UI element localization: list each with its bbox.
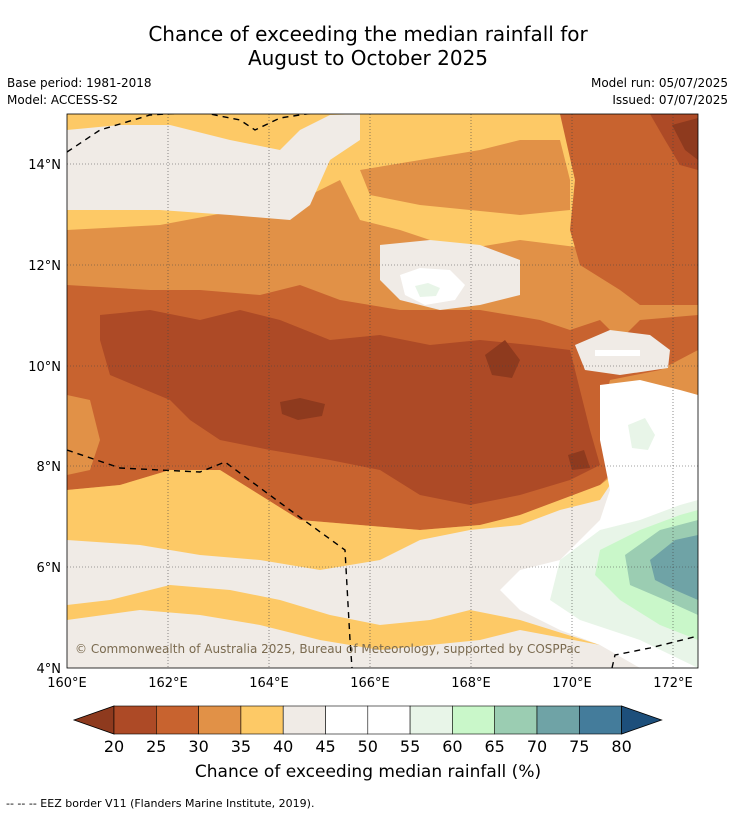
colorbar-tick-label: 70 <box>526 737 548 756</box>
colorbar-tick-label: 25 <box>146 737 167 756</box>
colorbar-segment <box>240 705 284 735</box>
colorbar-segment <box>113 705 157 735</box>
colorbar-segment <box>198 705 242 735</box>
colorbar-segment <box>156 705 199 735</box>
lat-label: 12°N <box>28 259 61 274</box>
colorbar-tick-label: 75 <box>569 737 590 756</box>
lon-label: 170°E <box>552 676 592 691</box>
colorbar-tick-label: 35 <box>230 737 252 756</box>
colorbar <box>72 705 663 735</box>
band-35-north <box>360 140 570 215</box>
colorbar-tick-label: 40 <box>273 737 294 756</box>
lon-label: 168°E <box>451 676 491 691</box>
lon-label: 164°E <box>249 676 289 691</box>
lon-label: 160°E <box>47 676 87 691</box>
lat-label: 14°N <box>28 158 61 173</box>
eez-border-south <box>67 449 353 668</box>
band-50-east-patch <box>595 350 640 356</box>
chart-title-line1: Chance of exceeding the median rainfall … <box>148 22 588 46</box>
band-20-patch-c <box>568 450 590 470</box>
eez-border-north <box>67 114 312 153</box>
model-label: Model: ACCESS-S2 <box>7 93 119 107</box>
colorbar-segment <box>282 705 326 735</box>
colorbar-segment <box>494 705 538 735</box>
band-20-patch-a <box>280 398 325 420</box>
copyright-notice: © Commonwealth of Australia 2025, Bureau… <box>75 642 580 656</box>
map-frame <box>66 113 699 669</box>
band-35-west <box>67 395 100 475</box>
band-45-north <box>67 114 360 220</box>
base-period-label: Base period: 1981-2018 <box>7 76 152 90</box>
longitude-labels: 160°E 162°E 164°E 166°E 168°E 170°E 172°… <box>47 676 693 691</box>
lat-label: 6°N <box>37 561 62 576</box>
lon-label: 162°E <box>148 676 188 691</box>
colorbar-tick-label: 55 <box>399 737 421 756</box>
colorbar-arrow-low <box>72 705 115 735</box>
band-75-east <box>650 535 698 600</box>
colorbar-tick-label: 50 <box>357 737 378 756</box>
issued-label: Issued: 07/07/2025 <box>612 93 728 107</box>
lat-label: 10°N <box>28 360 61 375</box>
colorbar-title: Chance of exceeding median rainfall (%) <box>194 762 542 782</box>
band-60-east-patch <box>628 418 655 450</box>
map-field <box>67 114 698 668</box>
colorbar-tick-label: 60 <box>442 737 463 756</box>
lat-label: 4°N <box>37 662 62 677</box>
colorbar-tick-label: 20 <box>103 737 125 756</box>
band-20-northeast <box>672 118 698 160</box>
colorbar-arrow-high <box>621 705 663 735</box>
latitude-labels: 14°N 12°N 10°N 8°N 6°N 4°N <box>28 158 61 677</box>
band-25-main <box>100 310 600 505</box>
colorbar-tick-label: 65 <box>484 737 505 756</box>
lon-label: 172°E <box>653 676 693 691</box>
band-20-patch-b <box>485 340 520 378</box>
colorbar-segment <box>367 705 411 735</box>
eez-footnote: -- -- -- EEZ border V11 (Flanders Marine… <box>6 797 315 810</box>
colorbar-segment <box>409 705 453 735</box>
band-45-south-b <box>67 610 698 668</box>
colorbar-segment <box>325 705 369 735</box>
colorbar-tick-label: 45 <box>315 737 336 756</box>
lon-label: 166°E <box>350 676 390 691</box>
model-run-label: Model run: 05/07/2025 <box>590 76 728 90</box>
colorbar-segment <box>452 705 495 735</box>
colorbar-tick-label: 80 <box>611 737 632 756</box>
band-30-northeast <box>560 114 698 305</box>
band-60-center <box>415 283 440 297</box>
colorbar-segment <box>578 705 622 735</box>
colorbar-tick-label: 30 <box>188 737 209 756</box>
colorbar-segment <box>536 705 580 735</box>
lat-label: 8°N <box>37 460 62 475</box>
gridlines <box>67 114 698 668</box>
chart-title-line2: August to October 2025 <box>247 46 489 70</box>
